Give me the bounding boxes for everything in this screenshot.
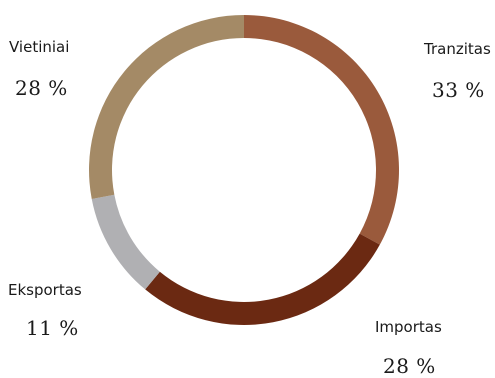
slice-value-eksportas: 11 % [26,316,79,340]
slice-label-eksportas: Eksportas [8,281,82,299]
donut-slices [88,15,399,326]
slice-value-vietiniai: 28 % [15,76,68,100]
slice-tranzitas [244,15,399,245]
slice-vietiniai [88,15,244,200]
slice-value-tranzitas: 33 % [432,78,485,102]
slice-eksportas [91,194,160,290]
slice-label-vietiniai: Vietiniai [9,38,70,56]
slice-label-tranzitas: Tranzitas [424,40,491,58]
slice-label-importas: Importas [375,318,442,336]
slice-value-importas: 28 % [383,354,436,378]
slice-importas [145,233,380,326]
